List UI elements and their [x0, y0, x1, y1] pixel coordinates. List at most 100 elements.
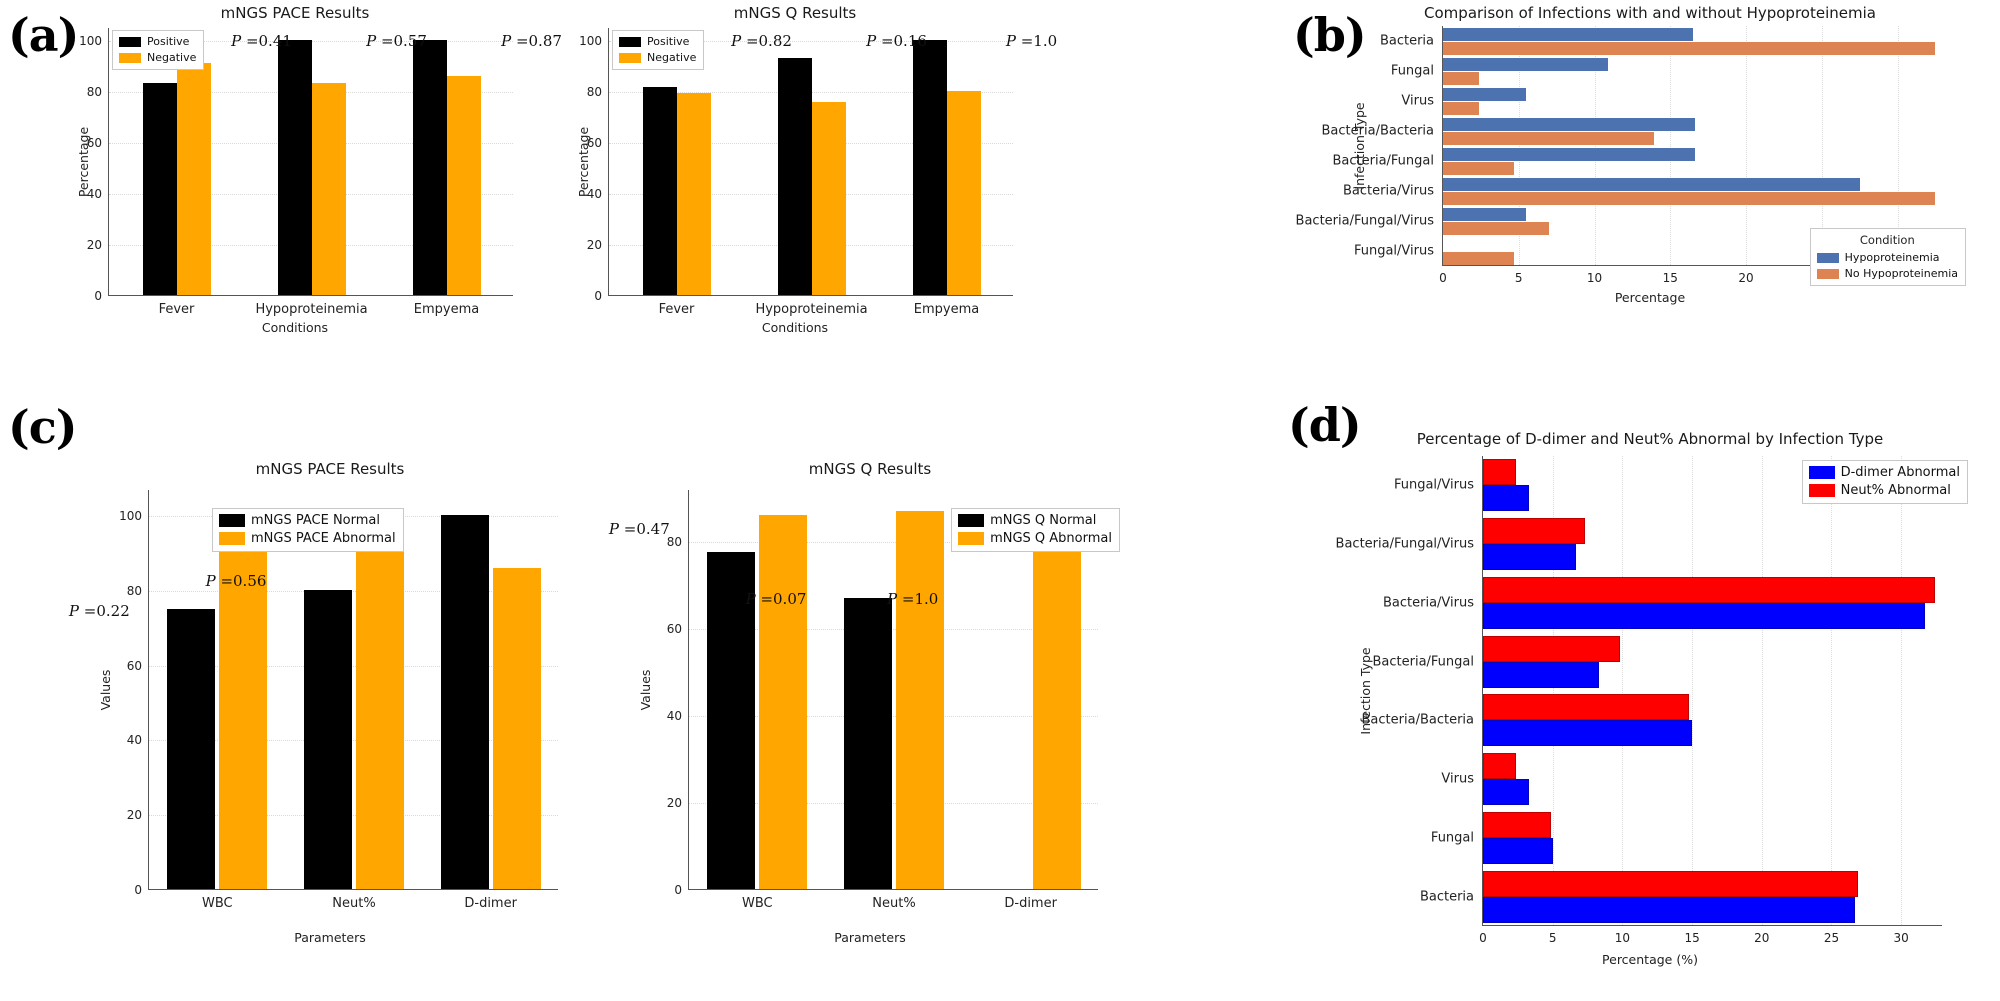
bar: [1483, 753, 1517, 780]
chart-title: mNGS PACE Results: [255, 460, 405, 478]
legend-label-0: Hypoproteinemia: [1844, 251, 1940, 264]
legend-d: D-dimer Abnormal Neut% Abnormal: [1801, 460, 1968, 504]
legend-swatch-0: [1808, 466, 1835, 479]
legend-entry[interactable]: Negative: [619, 51, 696, 64]
y-tick-label: Fungal/Virus: [1393, 477, 1474, 493]
bar: [1483, 694, 1690, 721]
legend-swatch-1: [219, 532, 245, 545]
bar: [1443, 71, 1480, 85]
x-tick-label: 10: [1586, 271, 1603, 285]
chart-mngs-pace-results-conditions: mNGS PACE Results 0 20 40 60 80 100 Fever Hypopr…: [60, 4, 562, 344]
bar: [1443, 57, 1609, 71]
bar: [1483, 518, 1585, 545]
gridline: [1622, 456, 1624, 925]
bar: [1483, 870, 1858, 897]
y-tick-label: 80: [586, 84, 602, 99]
legend-entry[interactable]: Negative: [119, 51, 196, 64]
gridline: [149, 740, 558, 742]
bar: [1483, 720, 1693, 747]
plot-area: 0 20 40 60 80 100 Fever Hypoproteinemia Empyema P…: [79, 28, 562, 317]
legend-swatch-1: [119, 52, 141, 63]
bar: [1443, 101, 1480, 115]
gridline: [149, 815, 558, 817]
legend-entry[interactable]: Hypoproteinemia: [1816, 251, 1958, 264]
bar: [1483, 635, 1620, 662]
legend-label-1: Negative: [647, 51, 697, 64]
x-axis-label: Parameters: [294, 930, 366, 945]
y-tick-label: 60: [126, 658, 142, 673]
bar: [219, 515, 268, 889]
legend-entry[interactable]: Positive: [619, 35, 696, 48]
legend-entry[interactable]: mNGS PACE Normal: [219, 513, 396, 528]
y-tick-label: Bacteria/Virus: [1342, 183, 1434, 199]
legend-entry[interactable]: mNGS Q Normal: [958, 513, 1112, 528]
x-tick-label: Neut%: [332, 896, 376, 911]
y-axis-label: Values: [98, 669, 113, 711]
x-axis-label: Conditions: [761, 320, 829, 335]
y-tick-label: Fungal/Virus: [1353, 243, 1434, 259]
y-tick-label: 40: [86, 186, 102, 201]
x-tick-label: Empyema: [413, 302, 480, 317]
panel-label-c: (c): [8, 400, 78, 454]
x-tick-label: 30: [1893, 931, 1909, 945]
legend-entry[interactable]: mNGS PACE Abnormal: [219, 531, 396, 546]
p-value-annotation: P =0.87: [501, 32, 562, 50]
y-tick-label: 80: [126, 583, 142, 598]
bar: [676, 93, 711, 295]
bar: [1443, 207, 1527, 221]
gridline: [1518, 26, 1520, 265]
bar: [844, 597, 892, 889]
legend-label-1: Negative: [147, 51, 197, 64]
x-tick-label: 5: [1548, 931, 1557, 945]
x-axis-label: Conditions: [261, 320, 329, 335]
legend-entry[interactable]: Positive: [119, 35, 196, 48]
p-value-annotation: P =0.16: [866, 32, 927, 50]
x-tick-label: 20: [1754, 931, 1770, 945]
legend-swatch-1: [619, 52, 641, 63]
x-tick-label: D-dimer: [1004, 896, 1057, 911]
x-axis-label: Parameters: [834, 930, 906, 945]
legend-entry[interactable]: D-dimer Abnormal: [1808, 465, 1960, 480]
y-tick-label: 40: [126, 733, 142, 748]
chart-title: mNGS Q Results: [808, 460, 932, 478]
x-tick-label: 15: [1662, 271, 1678, 285]
x-tick-label: 0: [1479, 931, 1487, 945]
bar: [1483, 576, 1935, 603]
x-axis-label: Percentage: [1614, 290, 1686, 305]
x-tick-label: 5: [1514, 271, 1523, 285]
x-tick-label: Hypoproteinemia: [755, 302, 868, 317]
y-tick-label: 20: [126, 808, 142, 823]
bar: [707, 552, 756, 889]
bar: [356, 545, 404, 889]
y-tick-label: 100: [119, 509, 142, 524]
x-tick-label: 0: [1439, 271, 1447, 285]
legend-label-0: D-dimer Abnormal: [1840, 465, 1960, 480]
bar: [1483, 811, 1552, 838]
y-axis-label: Percentage: [76, 126, 91, 198]
legend-a-right: Positive Negative: [612, 30, 705, 70]
plot-area: 0 5 10 15 20 25 30 Fungal/Virus Bacteria/Fungal/…: [1336, 456, 1942, 945]
y-tick-label: Bacteria: [1379, 33, 1434, 49]
p-value-annotation: P =0.22: [68, 602, 130, 620]
y-tick-label: 0: [94, 289, 102, 303]
legend-entry[interactable]: mNGS Q Abnormal: [958, 531, 1112, 546]
y-axis-label: Values: [638, 669, 653, 711]
legend-entry[interactable]: No Hypoproteinemia: [1816, 267, 1958, 280]
gridline: [1670, 26, 1672, 265]
y-axis-label: Infection Type: [1352, 102, 1367, 190]
panel-label-a: (a): [8, 8, 79, 62]
bar: [304, 589, 352, 889]
p-value-annotation: P =1.0: [887, 590, 939, 608]
y-tick-label: Virus: [1441, 771, 1474, 787]
bar: [142, 83, 177, 295]
legend-label-1: No Hypoproteinemia: [1844, 267, 1958, 280]
legend-a-left: Positive Negative: [112, 30, 205, 70]
bar: [642, 86, 677, 295]
y-tick-label: Bacteria/Bacteria: [1321, 123, 1434, 139]
bar: [492, 567, 541, 889]
y-tick-label: 0: [674, 883, 682, 897]
chart-infection-hypoproteinemia: Comparison of Infections with and withou…: [1296, 4, 1970, 334]
bar: [1483, 779, 1529, 806]
legend-entry[interactable]: Neut% Abnormal: [1808, 483, 1960, 498]
y-tick-label: 80: [86, 84, 102, 99]
